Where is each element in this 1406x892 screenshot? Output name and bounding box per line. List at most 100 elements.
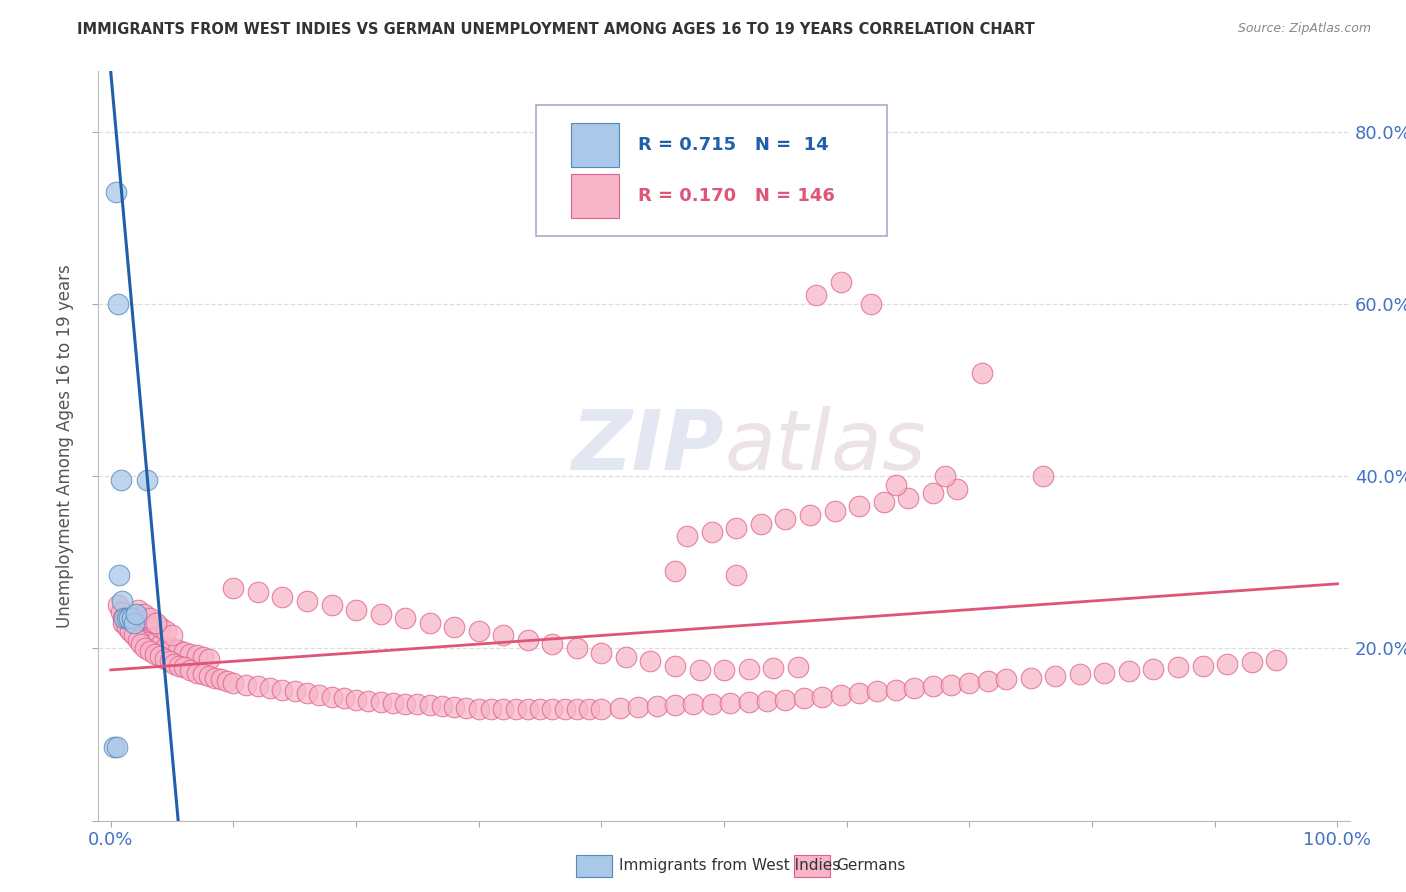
Point bbox=[209, 673, 232, 687]
Point bbox=[804, 288, 827, 302]
Point bbox=[149, 620, 172, 634]
Point bbox=[1045, 669, 1067, 683]
Point bbox=[110, 474, 132, 488]
Point bbox=[492, 628, 515, 642]
Point bbox=[1032, 469, 1054, 483]
Point bbox=[120, 624, 142, 639]
Point bbox=[664, 658, 686, 673]
Point bbox=[1118, 664, 1140, 678]
Point bbox=[115, 620, 138, 634]
Point bbox=[884, 682, 907, 697]
Point bbox=[419, 615, 441, 630]
Point bbox=[430, 699, 453, 714]
Point bbox=[1191, 658, 1213, 673]
Point bbox=[169, 658, 191, 673]
Point bbox=[295, 594, 318, 608]
Point bbox=[934, 469, 956, 483]
Point bbox=[1142, 662, 1164, 676]
Point bbox=[173, 645, 195, 659]
Point bbox=[995, 673, 1018, 687]
Point bbox=[344, 693, 367, 707]
Point bbox=[321, 599, 343, 613]
Point bbox=[118, 611, 141, 625]
Point bbox=[1265, 653, 1288, 667]
Text: ZIP: ZIP bbox=[571, 406, 724, 486]
Point bbox=[259, 681, 281, 695]
Point bbox=[163, 657, 186, 671]
Point bbox=[443, 700, 465, 714]
Point bbox=[111, 611, 134, 625]
Point bbox=[198, 651, 221, 665]
Point bbox=[713, 663, 735, 677]
Point bbox=[946, 482, 969, 496]
Point bbox=[370, 607, 392, 621]
Point bbox=[155, 624, 177, 639]
Point bbox=[173, 660, 195, 674]
Point bbox=[1167, 660, 1189, 674]
Point bbox=[131, 607, 153, 621]
Point bbox=[186, 648, 208, 663]
Point bbox=[179, 663, 201, 677]
Point bbox=[848, 686, 870, 700]
Point bbox=[939, 677, 962, 691]
Point bbox=[541, 637, 564, 651]
Point bbox=[467, 624, 489, 639]
Text: R = 0.170   N = 146: R = 0.170 N = 146 bbox=[638, 187, 835, 205]
Point bbox=[664, 564, 686, 578]
Point bbox=[591, 646, 613, 660]
Point bbox=[578, 701, 600, 715]
Point bbox=[640, 654, 662, 668]
Point bbox=[124, 628, 146, 642]
Point bbox=[246, 679, 269, 693]
Point bbox=[136, 634, 159, 648]
Point bbox=[204, 671, 226, 685]
Point bbox=[149, 649, 172, 664]
Point bbox=[295, 686, 318, 700]
Point bbox=[1216, 657, 1239, 671]
Point bbox=[565, 701, 588, 715]
Point bbox=[321, 690, 343, 704]
Point bbox=[737, 662, 759, 676]
Point bbox=[186, 665, 208, 680]
Point bbox=[406, 698, 429, 712]
Point bbox=[897, 491, 920, 505]
Point bbox=[872, 495, 894, 509]
Point bbox=[1019, 671, 1042, 685]
Point bbox=[160, 641, 183, 656]
Point bbox=[108, 568, 131, 582]
Point bbox=[284, 684, 307, 698]
Point bbox=[664, 698, 686, 713]
Point bbox=[159, 654, 181, 668]
Text: Immigrants from West Indies: Immigrants from West Indies bbox=[619, 858, 839, 872]
Point bbox=[541, 701, 564, 715]
Point bbox=[799, 508, 821, 522]
Point bbox=[111, 615, 134, 630]
Point bbox=[467, 701, 489, 715]
Text: atlas: atlas bbox=[724, 406, 925, 486]
Point bbox=[121, 611, 143, 625]
Point bbox=[191, 667, 214, 681]
Bar bbox=[571, 123, 619, 167]
Point bbox=[554, 701, 576, 715]
Point bbox=[271, 682, 294, 697]
Point bbox=[492, 701, 515, 715]
Point bbox=[456, 701, 478, 715]
Point bbox=[167, 643, 190, 657]
Point bbox=[131, 632, 153, 647]
Point bbox=[866, 684, 889, 698]
Point bbox=[762, 661, 785, 675]
Point bbox=[830, 688, 852, 702]
Point bbox=[127, 602, 149, 616]
Point bbox=[749, 516, 772, 531]
Point bbox=[830, 276, 852, 290]
Point bbox=[145, 615, 167, 630]
FancyBboxPatch shape bbox=[536, 105, 887, 236]
Point bbox=[107, 599, 129, 613]
Point bbox=[142, 636, 165, 650]
Point bbox=[786, 660, 808, 674]
Point bbox=[811, 690, 834, 704]
Point bbox=[529, 701, 551, 715]
Point bbox=[725, 521, 748, 535]
Point bbox=[104, 185, 127, 199]
Point bbox=[155, 640, 177, 654]
